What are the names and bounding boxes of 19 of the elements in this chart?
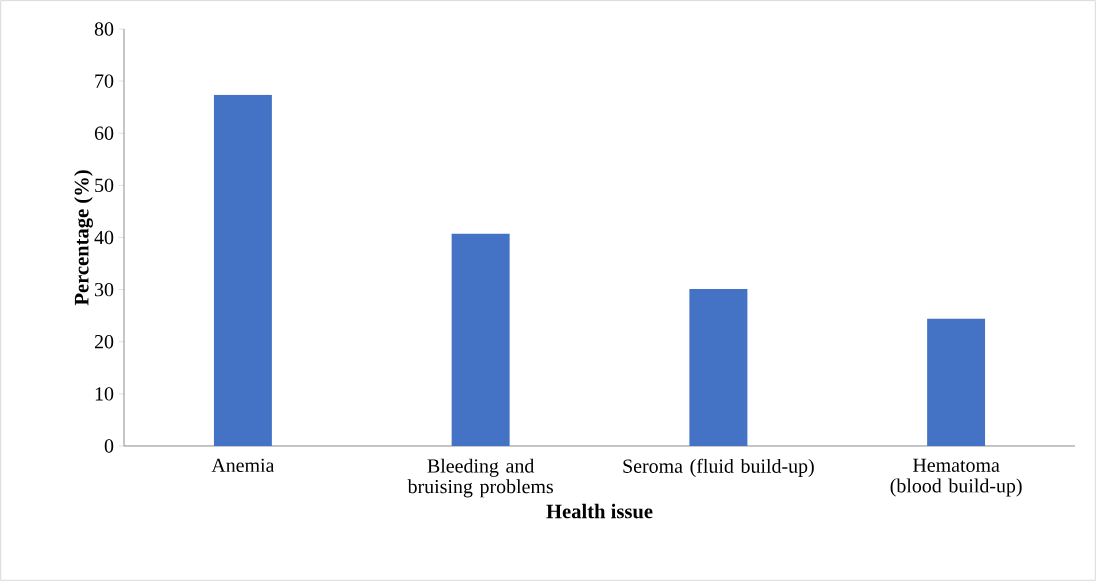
y-tick-label: 70: [95, 74, 114, 88]
y-tick-label: 10: [95, 387, 114, 401]
y-tick-label: 80: [94, 22, 114, 36]
x-tick-label: Anemia: [211, 458, 275, 473]
bar: [927, 318, 986, 446]
bar: [213, 94, 272, 446]
x-tick-label: Seroma (fluid build-up): [623, 458, 814, 477]
y-tick-label: 0: [104, 439, 114, 453]
y-tick-label: 20: [94, 335, 114, 349]
x-tick-label: Hematoma (blood build-up): [890, 458, 1022, 497]
bar: [689, 289, 748, 446]
x-axis-title: Health issue: [546, 503, 653, 519]
y-tick-label: 30: [95, 282, 114, 297]
x-tick-label: Bleeding and bruising problems: [407, 458, 553, 498]
y-tick-label: 40: [94, 230, 114, 245]
y-tick-label: 60: [94, 126, 114, 140]
y-axis-title: Percentage (%): [74, 170, 93, 306]
bar: [451, 233, 510, 446]
y-tick-label: 50: [95, 178, 114, 193]
